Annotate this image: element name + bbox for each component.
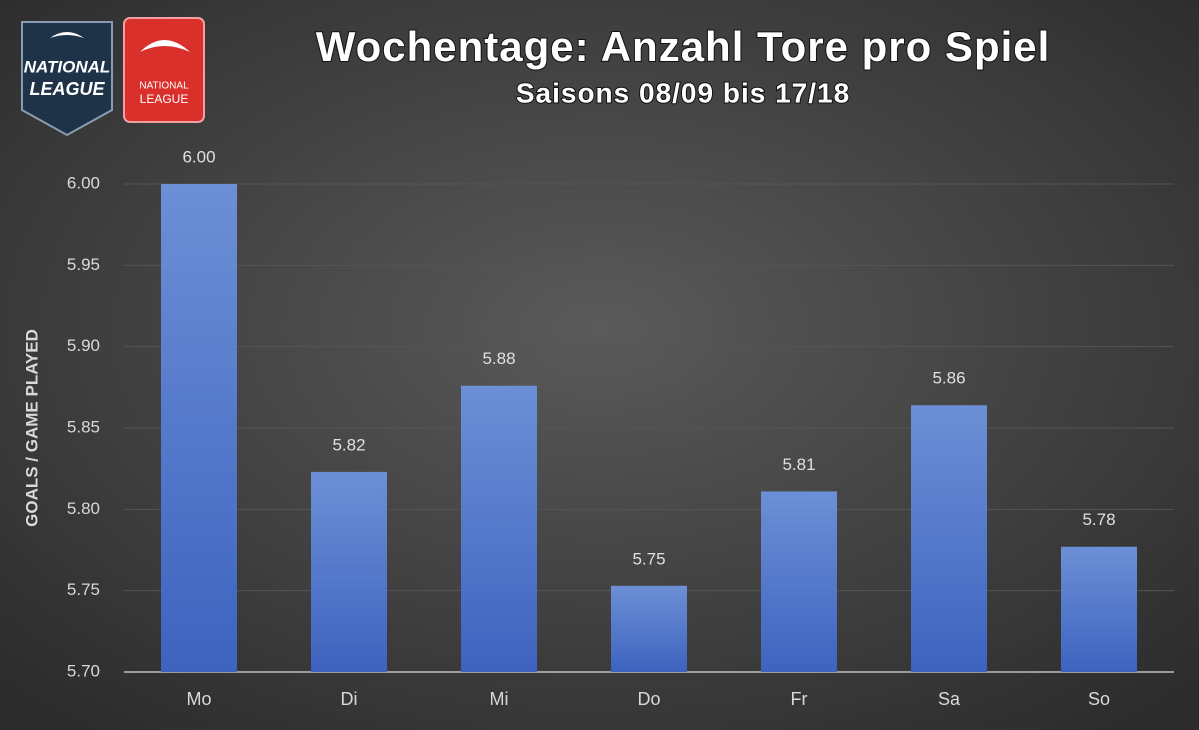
bar: [461, 385, 537, 672]
y-tick-label: 5.80: [67, 499, 100, 518]
logo: NATIONAL LEAGUE: [123, 17, 205, 123]
chart-title: Wochentage: Anzahl Tore pro Spiel: [316, 23, 1051, 70]
logo-text: LEAGUE: [29, 79, 105, 99]
logo: NATIONAL LEAGUE: [21, 21, 113, 137]
y-tick-label: 5.95: [67, 255, 100, 274]
y-tick-label: 5.75: [67, 580, 100, 599]
x-tick-label: Mo: [186, 689, 211, 709]
bar: [161, 184, 237, 672]
y-tick-label: 5.85: [67, 417, 100, 436]
bar: [761, 491, 837, 672]
chart-subtitle: Saisons 08/09 bis 17/18: [516, 77, 850, 108]
x-tick-label: Fr: [791, 689, 808, 709]
y-tick-label: 5.90: [67, 336, 100, 355]
y-axis-label: GOALS / GAME PLAYED: [22, 329, 41, 527]
bar: [911, 405, 987, 672]
bar: [611, 585, 687, 672]
value-label: 5.78: [1082, 510, 1115, 529]
value-label: 5.75: [632, 549, 665, 568]
value-label: 6.00: [182, 147, 215, 166]
x-tick-label: Di: [341, 689, 358, 709]
y-tick-label: 5.70: [67, 661, 100, 680]
bar: [311, 471, 387, 672]
logo-text: LEAGUE: [140, 92, 189, 106]
x-tick-label: Sa: [938, 689, 961, 709]
x-tick-label: Mi: [490, 689, 509, 709]
x-tick-label: So: [1088, 689, 1110, 709]
x-tick-label: Do: [637, 689, 660, 709]
value-label: 5.86: [932, 369, 965, 388]
value-label: 5.82: [332, 435, 365, 454]
value-label: 5.88: [482, 349, 515, 368]
logo-text: NATIONAL: [139, 81, 189, 92]
y-tick-label: 6.00: [67, 173, 100, 192]
logo-text: NATIONAL: [24, 57, 111, 76]
bar: [1061, 546, 1137, 672]
value-label: 5.81: [782, 455, 815, 474]
